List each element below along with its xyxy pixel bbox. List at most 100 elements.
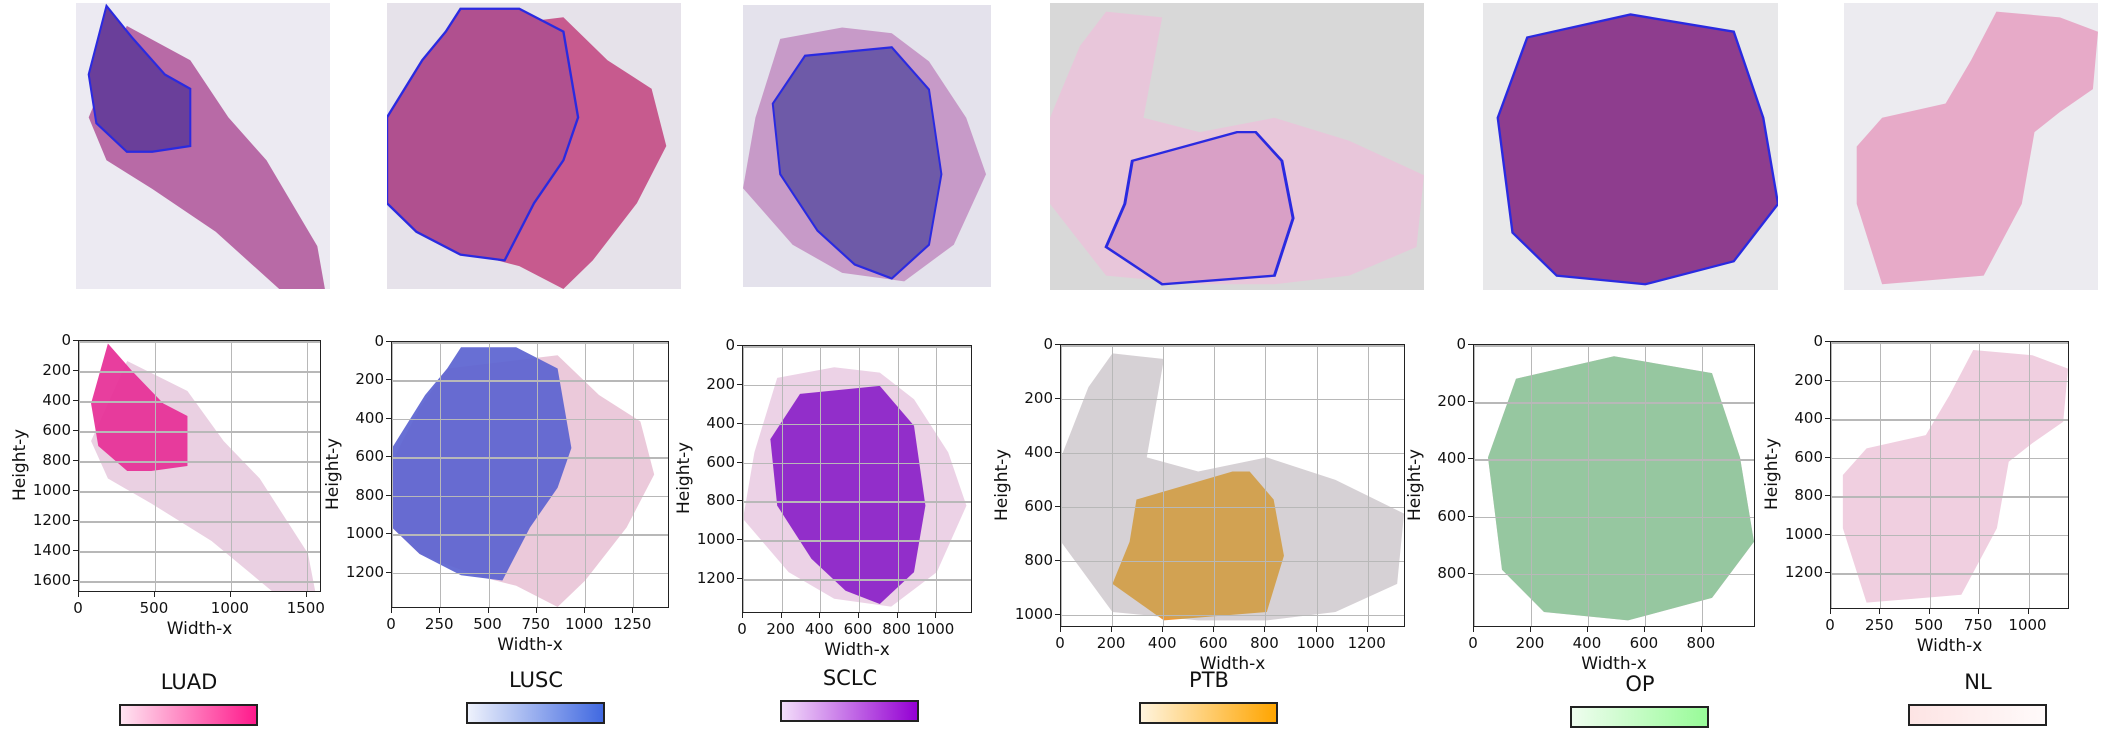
- legend-label-ptb: PTB: [1189, 668, 1229, 692]
- y-tick-label: 0: [1456, 335, 1466, 353]
- x-tick-label: 600: [843, 620, 873, 638]
- x-tick-label: 1200: [1347, 634, 1386, 652]
- x-tick-mark: [2027, 609, 2029, 614]
- y-tick-mark: [737, 461, 742, 463]
- grid-line-y: [1831, 380, 2068, 383]
- y-tick-mark: [1055, 613, 1060, 615]
- x-axis-label: Width-x: [1581, 654, 1647, 674]
- x-tick-mark: [1213, 627, 1215, 632]
- x-tick-label: 800: [882, 620, 911, 638]
- y-tick-label: 0: [725, 336, 735, 354]
- grid-line-x: [743, 346, 744, 612]
- x-tick-label: 1000: [916, 620, 955, 638]
- y-tick-label: 0: [61, 331, 71, 349]
- y-tick-mark: [73, 490, 78, 491]
- grid-line-y: [1474, 573, 1754, 576]
- x-tick-mark: [1366, 627, 1368, 632]
- grid-line-x: [1587, 345, 1589, 626]
- y-tick-mark: [737, 578, 742, 580]
- y-tick-mark: [1825, 533, 1830, 535]
- x-tick-mark: [229, 592, 231, 597]
- y-tick-mark: [73, 340, 78, 341]
- y-tick-label: 600: [42, 421, 71, 439]
- y-tick-label: 200: [1024, 388, 1053, 407]
- x-tick-mark: [1586, 627, 1588, 632]
- y-axis-label: Height-y: [10, 428, 30, 502]
- x-tick-mark: [1700, 627, 1702, 632]
- grid-line-y: [1831, 419, 2068, 421]
- grid-line-y: [743, 579, 971, 581]
- grid-line-y: [1061, 506, 1404, 509]
- heatmap-axes-nl: [1830, 341, 2069, 609]
- x-tick-label: 0: [386, 615, 396, 633]
- y-tick-label: 400: [42, 391, 71, 409]
- y-tick-label: 1000: [32, 481, 71, 499]
- grid-line-x: [1979, 342, 1981, 608]
- x-tick-label: 400: [804, 620, 834, 638]
- x-tick-mark: [1978, 609, 1980, 614]
- grid-line-y: [79, 401, 320, 403]
- y-tick-mark: [1055, 397, 1060, 399]
- x-tick-mark: [1643, 627, 1645, 632]
- grid-line-y: [392, 457, 668, 459]
- y-tick-label: 200: [1794, 370, 1823, 389]
- y-tick-mark: [1825, 572, 1830, 574]
- patch-region-luad: [91, 343, 188, 471]
- y-tick-mark: [386, 494, 391, 496]
- y-tick-label: 1400: [32, 541, 71, 559]
- x-axis-label: Width-x: [1916, 636, 1983, 656]
- grid-line-y: [392, 342, 668, 344]
- x-axis-label: Width-x: [166, 619, 233, 639]
- grid-line-y: [743, 462, 971, 465]
- grid-line-y: [79, 521, 320, 523]
- y-tick-label: 800: [1794, 486, 1823, 505]
- y-tick-mark: [73, 370, 78, 371]
- grid-line-x: [1214, 345, 1216, 626]
- x-tick-mark: [1315, 627, 1317, 632]
- y-tick-mark: [1055, 344, 1060, 345]
- y-tick-label: 0: [1043, 335, 1053, 353]
- x-tick-mark: [1879, 609, 1881, 614]
- x-axis-label: Width-x: [497, 635, 563, 655]
- grid-line-y: [743, 501, 971, 503]
- x-tick-label: 400: [1147, 634, 1177, 652]
- y-tick-mark: [1468, 515, 1473, 517]
- grid-line-y: [79, 461, 320, 463]
- x-tick-label: 750: [1963, 616, 1993, 634]
- annotated-lesion-outline: [1496, 13, 1778, 286]
- x-tick-label: 0: [1468, 634, 1478, 652]
- heatmap-axes-op: [1473, 344, 1755, 627]
- y-tick-label: 1200: [1784, 563, 1823, 582]
- grid-line-y: [79, 431, 320, 433]
- x-tick-mark: [896, 613, 898, 618]
- grid-line-x: [633, 342, 635, 607]
- grid-line-y: [1061, 398, 1404, 401]
- grid-line-x: [1367, 345, 1369, 626]
- y-tick-mark: [737, 345, 742, 346]
- x-tick-label: 250: [424, 615, 454, 633]
- x-tick-label: 200: [766, 620, 795, 638]
- x-tick-label: 600: [1199, 634, 1228, 652]
- grid-line-y: [743, 346, 971, 348]
- wsi-thumbnail-lusc: [387, 3, 681, 289]
- legend-label-luad: LUAD: [160, 670, 218, 694]
- grid-line-y: [392, 418, 668, 421]
- grid-line-y: [1831, 534, 2068, 537]
- x-tick-mark: [1264, 627, 1266, 632]
- y-tick-mark: [1825, 456, 1830, 458]
- y-tick-mark: [1468, 401, 1473, 403]
- y-tick-label: 400: [355, 408, 384, 427]
- y-tick-label: 200: [1437, 392, 1466, 411]
- x-tick-mark: [780, 613, 782, 618]
- grid-line-y: [392, 380, 668, 382]
- grid-line-x: [1644, 345, 1646, 626]
- x-tick-mark: [391, 608, 392, 613]
- x-tick-label: 1000: [1296, 634, 1335, 652]
- y-tick-label: 800: [1024, 550, 1053, 569]
- grid-line-x: [79, 341, 80, 591]
- colorbar-op: [1570, 706, 1709, 728]
- y-tick-mark: [73, 460, 78, 461]
- y-tick-mark: [737, 539, 742, 541]
- legend-label-op: OP: [1625, 672, 1655, 696]
- x-tick-label: 1250: [613, 615, 652, 633]
